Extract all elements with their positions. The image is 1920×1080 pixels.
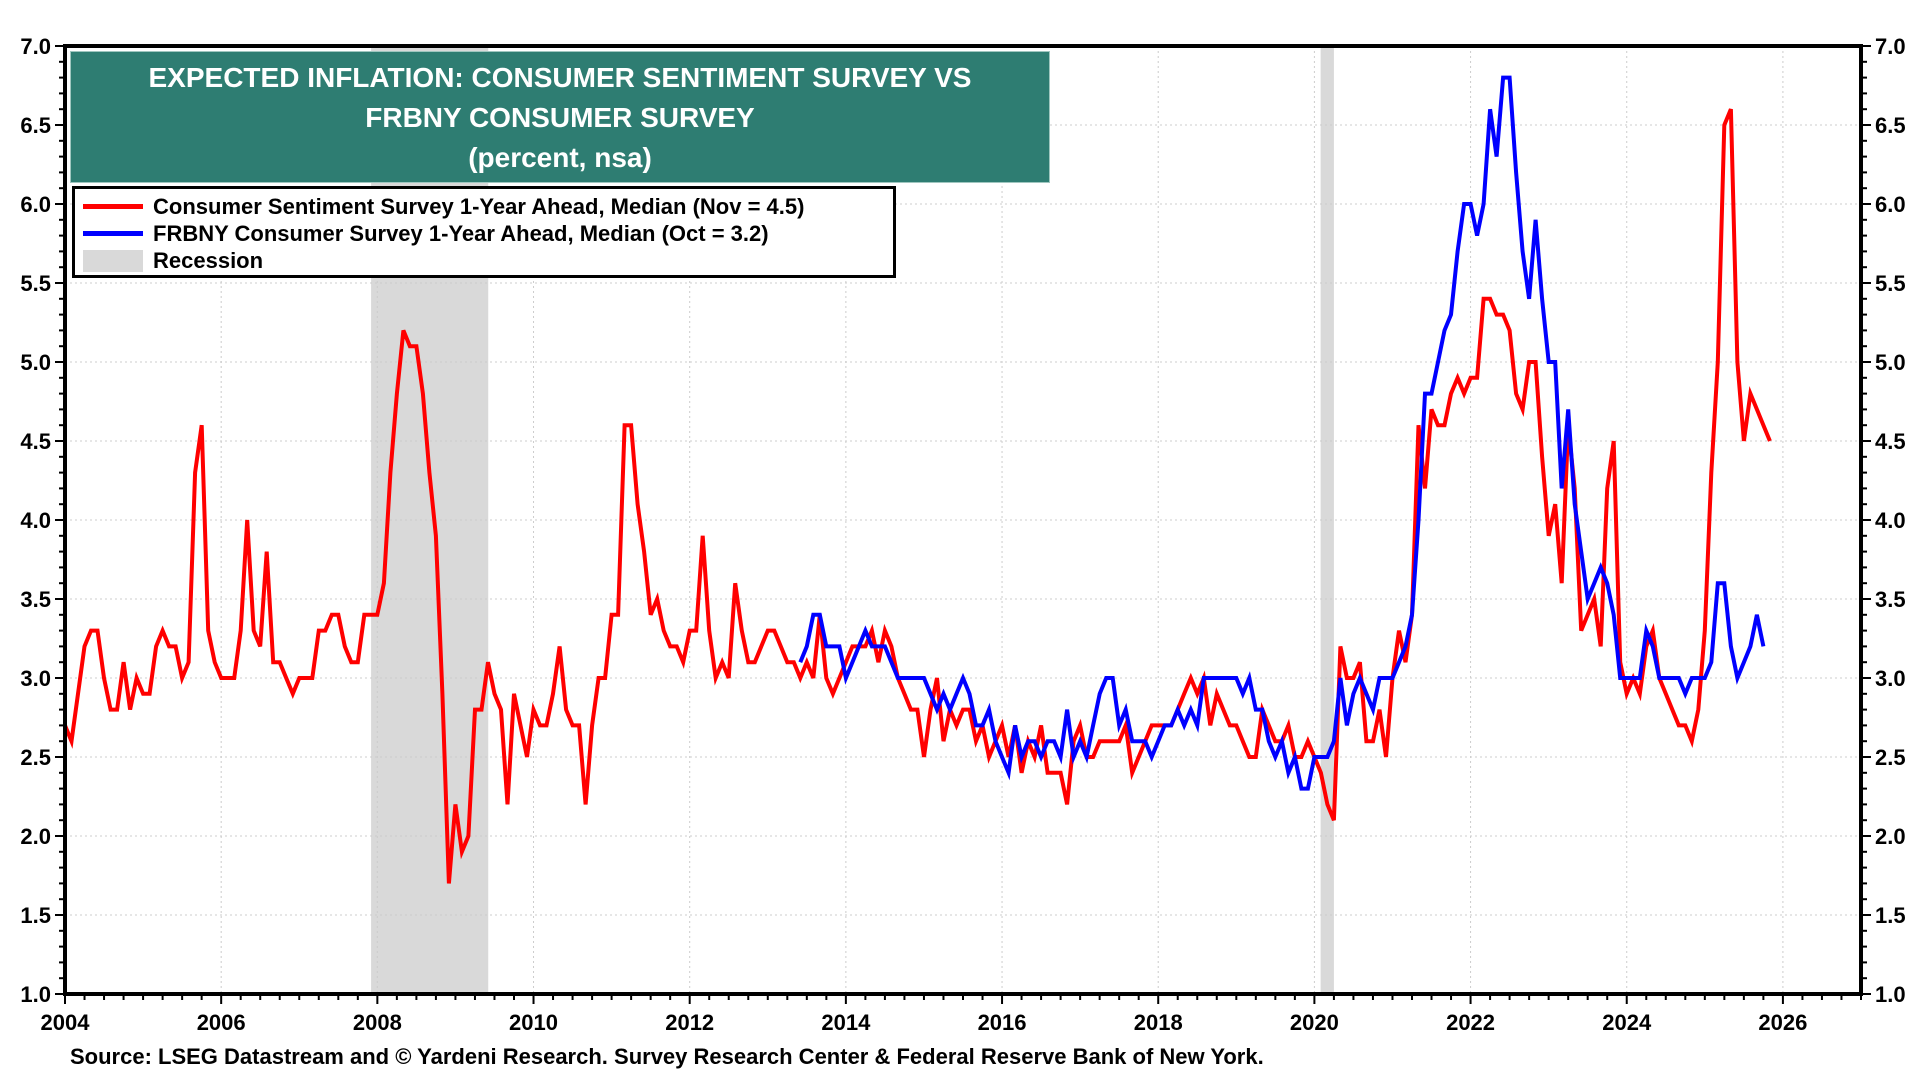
- y-tick-label-left: 5.0: [20, 350, 51, 375]
- y-tick-label-left: 6.5: [20, 113, 51, 138]
- y-tick-label-right: 2.5: [1875, 745, 1906, 770]
- y-tick-label-right: 3.0: [1875, 666, 1906, 691]
- x-tick-label: 2022: [1446, 1010, 1495, 1035]
- y-tick-label-left: 7.0: [20, 34, 51, 59]
- y-axis-right-labels: 1.0 1.5 2.0 2.5 3.0 3.5 4.0 4.5 5.0 5.5 6.0 6.5 7.0: [1875, 34, 1906, 1007]
- y-tick-label-left: 6.0: [20, 192, 51, 217]
- x-tick-label: 2016: [978, 1010, 1027, 1035]
- y-tick-label-left: 1.0: [20, 982, 51, 1007]
- chart-title-line-2: FRBNY CONSUMER SURVEY: [365, 102, 755, 133]
- series-line-consumer-sentiment: [63, 108, 1772, 884]
- legend-item-recession: Recession: [83, 247, 885, 274]
- legend-item-frbny: FRBNY Consumer Survey 1-Year Ahead, Medi…: [83, 220, 885, 247]
- y-tick-label-left: 2.0: [20, 824, 51, 849]
- x-tick-label: 2008: [353, 1010, 402, 1035]
- y-tick-label-right: 4.5: [1875, 429, 1906, 454]
- y-tick-label-right: 1.5: [1875, 903, 1906, 928]
- chart-subtitle: (percent, nsa): [468, 142, 652, 173]
- legend-swatch-red-line: [83, 204, 143, 209]
- y-tick-label-left: 4.5: [20, 429, 51, 454]
- legend-label: Recession: [153, 247, 264, 273]
- x-tick-label: 2012: [665, 1010, 714, 1035]
- y-tick-label-right: 1.0: [1875, 982, 1906, 1007]
- legend-swatch-recession-box: [83, 249, 143, 272]
- y-tick-label-right: 2.0: [1875, 824, 1906, 849]
- x-tick-label: 2018: [1134, 1010, 1183, 1035]
- y-tick-label-right: 5.0: [1875, 350, 1906, 375]
- legend-item-consumer-sentiment: Consumer Sentiment Survey 1-Year Ahead, …: [83, 193, 885, 220]
- y-tick-label-left: 5.5: [20, 271, 51, 296]
- x-tick-label: 2024: [1602, 1010, 1652, 1035]
- y-tick-label-right: 7.0: [1875, 34, 1906, 59]
- legend: Consumer Sentiment Survey 1-Year Ahead, …: [72, 186, 896, 278]
- y-tick-label-right: 3.5: [1875, 587, 1906, 612]
- y-tick-label-left: 1.5: [20, 903, 51, 928]
- y-tick-label-left: 3.5: [20, 587, 51, 612]
- y-tick-label-right: 5.5: [1875, 271, 1906, 296]
- x-tick-label: 2006: [197, 1010, 246, 1035]
- chart-title-box: EXPECTED INFLATION: CONSUMER SENTIMENT S…: [70, 51, 1050, 183]
- series-layer: [63, 75, 1772, 884]
- x-tick-label: 2010: [509, 1010, 558, 1035]
- y-tick-label-right: 4.0: [1875, 508, 1906, 533]
- chart-title-line-1: EXPECTED INFLATION: CONSUMER SENTIMENT S…: [148, 62, 972, 93]
- x-tick-label: 2014: [821, 1010, 871, 1035]
- gridlines: [65, 46, 1861, 994]
- x-axis-labels: 2004 2006 2008 2010 2012 2014 2016 2018 2020 2022…: [41, 1010, 1808, 1035]
- legend-label: FRBNY Consumer Survey 1-Year Ahead, Medi…: [153, 220, 769, 246]
- y-tick-label-left: 2.5: [20, 745, 51, 770]
- legend-swatch-blue-line: [83, 231, 143, 236]
- x-tick-label: 2026: [1758, 1010, 1807, 1035]
- legend-label: Consumer Sentiment Survey 1-Year Ahead, …: [153, 193, 805, 219]
- y-tick-label-left: 4.0: [20, 508, 51, 533]
- source-note: Source: LSEG Datastream and © Yardeni Re…: [70, 1044, 1264, 1069]
- x-tick-label: 2020: [1290, 1010, 1339, 1035]
- x-tick-label: 2004: [41, 1010, 91, 1035]
- y-axis-left-labels: 1.0 1.5 2.0 2.5 3.0 3.5 4.0 4.5 5.0 5.5 6.0 6.5 7.0: [20, 34, 51, 1007]
- series-line-frbny: [798, 75, 1766, 791]
- y-tick-label-right: 6.5: [1875, 113, 1906, 138]
- y-tick-label-left: 3.0: [20, 666, 51, 691]
- y-tick-label-right: 6.0: [1875, 192, 1906, 217]
- axes: [55, 44, 1871, 1004]
